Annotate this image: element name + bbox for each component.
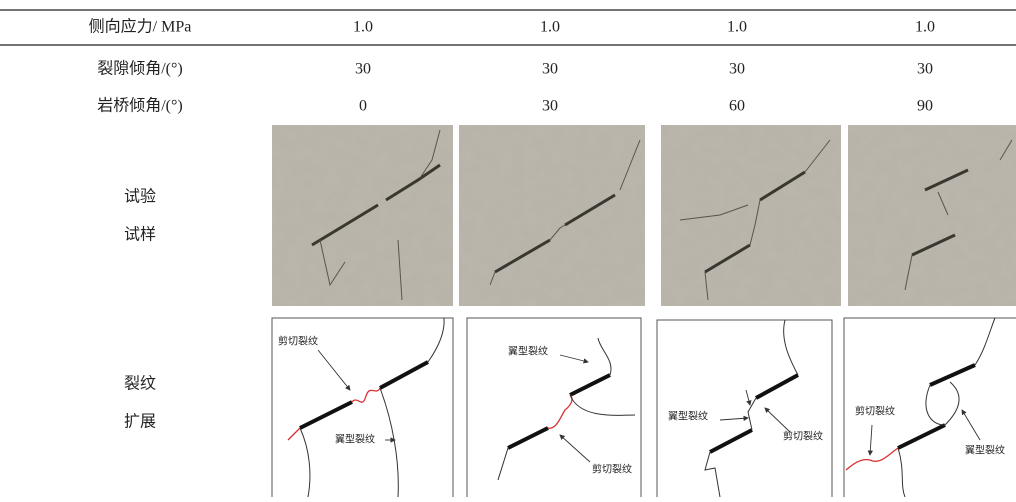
header-cell: 侧向应力/ MPa xyxy=(89,17,192,36)
cell: 30 xyxy=(542,98,558,115)
specimen-photo xyxy=(848,125,1016,306)
specimen-photo xyxy=(459,125,645,306)
row-label: 扩展 xyxy=(124,413,156,431)
crack-label: 剪切裂纹 xyxy=(592,462,632,475)
crack-diagram: 剪切裂纹 翼型裂纹 xyxy=(272,318,453,497)
row-label: 裂纹 xyxy=(124,375,156,393)
crack-label: 翼型裂纹 xyxy=(335,432,375,445)
row-label: 岩桥倾角/(°) xyxy=(97,97,183,115)
specimen-photo xyxy=(661,125,841,306)
row-label: 试验 xyxy=(124,188,156,206)
crack-label: 翼型裂纹 xyxy=(668,409,708,422)
cell: 0 xyxy=(359,98,367,115)
crack-diagram: 翼型裂纹 剪切裂纹 xyxy=(657,320,832,497)
row-label: 试样 xyxy=(124,226,156,244)
specimen-photo xyxy=(272,125,453,306)
row-label: 裂隙倾角/(°) xyxy=(97,60,183,78)
cell: 30 xyxy=(917,61,933,78)
crack-label: 剪切裂纹 xyxy=(783,429,823,442)
header-cell: 1.0 xyxy=(540,19,560,36)
header-cell: 1.0 xyxy=(353,19,373,36)
crack-label: 剪切裂纹 xyxy=(855,404,895,417)
cell: 90 xyxy=(917,98,933,115)
table: 侧向应力/ MPa 1.0 1.0 1.0 1.0 裂隙倾角/(°) 30 30… xyxy=(0,0,1016,497)
header-cell: 1.0 xyxy=(727,19,747,36)
crack-label: 翼型裂纹 xyxy=(965,443,1005,456)
crack-label: 剪切裂纹 xyxy=(278,334,318,347)
page: {"table": { "header": ["侧向应力/ MPa", "1.0… xyxy=(0,0,1016,497)
crack-label: 翼型裂纹 xyxy=(508,344,548,357)
cell: 30 xyxy=(355,61,371,78)
cell: 30 xyxy=(729,61,745,78)
cell: 30 xyxy=(542,61,558,78)
crack-diagram: 剪切裂纹 翼型裂纹 xyxy=(844,318,1016,497)
header-cell: 1.0 xyxy=(915,19,935,36)
cell: 60 xyxy=(729,98,745,115)
crack-diagram: 翼型裂纹 剪切裂纹 xyxy=(467,318,641,497)
